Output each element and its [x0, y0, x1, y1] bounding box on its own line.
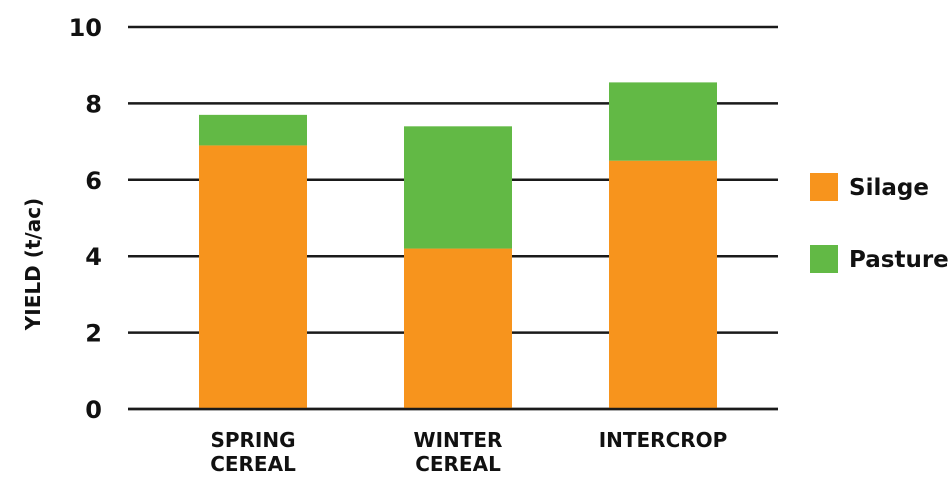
legend: Silage Pasture [810, 173, 949, 273]
y-tick-label: 2 [85, 320, 102, 348]
legend-swatch-pasture [810, 245, 838, 273]
y-tick-label: 6 [85, 167, 102, 195]
y-tick-label: 8 [85, 90, 102, 118]
bar-silage-0 [199, 145, 307, 410]
y-axis-label: YIELD (t/ac) [21, 198, 45, 331]
bars [128, 82, 778, 411]
category-label: SPRING [210, 428, 295, 452]
category-label: INTERCROP [599, 428, 728, 452]
category-label: WINTER [414, 428, 503, 452]
y-tick-labels: 0 2 4 6 8 10 [69, 14, 102, 424]
bar-pasture-1 [404, 126, 512, 249]
bar-pasture-2 [609, 82, 717, 161]
category-label: CEREAL [210, 452, 296, 476]
legend-label-pasture: Pasture [849, 247, 949, 273]
bar-silage-1 [404, 248, 512, 409]
legend-label-silage: Silage [849, 175, 929, 201]
category-label: CEREAL [415, 452, 501, 476]
bar-silage-2 [609, 160, 717, 409]
legend-swatch-silage [810, 173, 838, 201]
bar-pasture-0 [199, 114, 307, 146]
y-tick-label: 4 [85, 243, 102, 271]
y-tick-label: 10 [69, 14, 102, 42]
y-tick-label: 0 [85, 396, 102, 424]
